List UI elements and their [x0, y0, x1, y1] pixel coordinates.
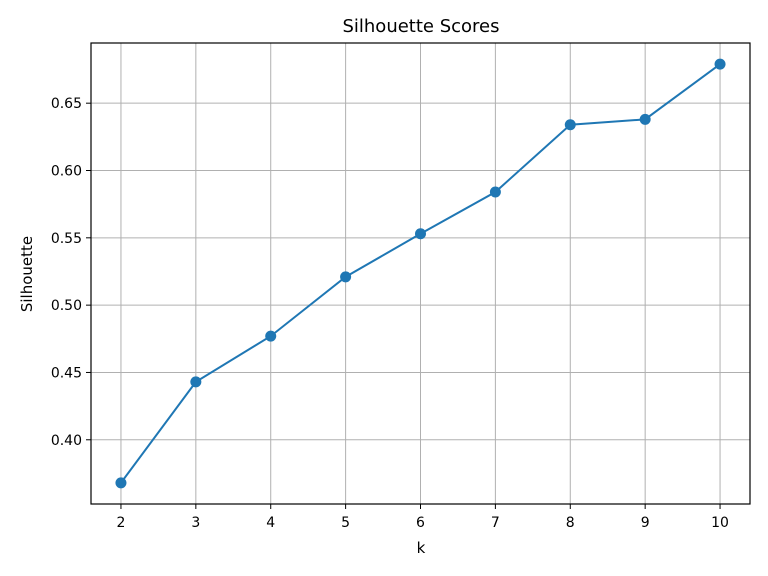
y-tick-label: 0.55 — [51, 231, 82, 247]
x-tick-label: 2 — [116, 515, 125, 531]
data-point — [489, 186, 501, 198]
data-point — [340, 271, 352, 283]
y-tick-label: 0.40 — [51, 433, 82, 449]
data-point — [714, 58, 726, 70]
data-point — [639, 113, 651, 125]
y-tick-label: 0.45 — [51, 365, 82, 381]
x-tick-label: 3 — [191, 515, 200, 531]
data-point — [564, 119, 576, 131]
data-point — [115, 477, 127, 489]
x-tick-label: 7 — [491, 515, 500, 531]
y-axis-ticks: 0.40 0.45 0.50 0.55 0.60 0.65 — [51, 96, 91, 449]
y-tick-label: 0.65 — [51, 96, 82, 112]
y-tick-label: 0.60 — [51, 164, 82, 180]
x-tick-label: 6 — [416, 515, 425, 531]
chart-title: Silhouette Scores — [342, 16, 499, 37]
data-point — [265, 330, 277, 342]
x-tick-label: 5 — [341, 515, 350, 531]
data-point — [415, 228, 426, 240]
data-points — [115, 58, 726, 489]
data-point — [190, 376, 202, 388]
x-axis-ticks: 2 3 4 5 6 7 8 9 10 — [116, 504, 729, 531]
x-tick-label: 4 — [266, 515, 275, 531]
x-tick-label: 8 — [566, 515, 575, 531]
x-tick-label: 10 — [711, 515, 729, 531]
y-tick-label: 0.50 — [51, 298, 82, 314]
x-tick-label: 9 — [641, 515, 650, 531]
y-axis-label: Silhouette — [18, 236, 36, 312]
x-axis-label: k — [417, 539, 426, 557]
